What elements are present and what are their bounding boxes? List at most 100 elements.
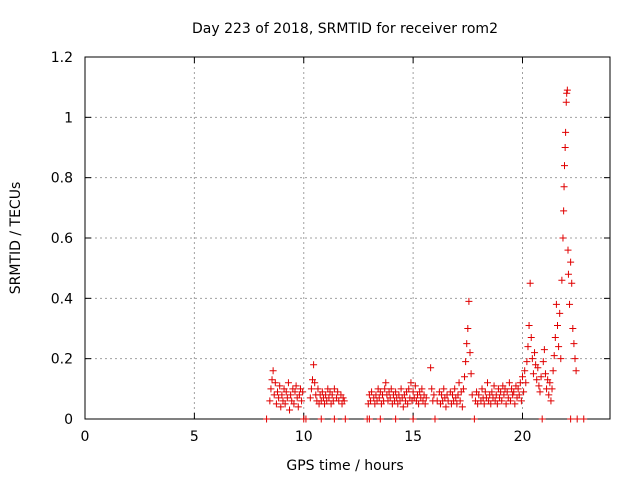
data-point bbox=[292, 382, 300, 390]
data-point bbox=[561, 144, 569, 151]
data-point bbox=[274, 388, 281, 396]
data-point bbox=[474, 400, 482, 408]
data-point bbox=[484, 379, 491, 387]
data-point bbox=[392, 388, 400, 396]
data-point bbox=[505, 379, 513, 387]
data-point bbox=[524, 343, 532, 351]
data-point bbox=[298, 397, 306, 405]
y-tick-label: 0.8 bbox=[51, 171, 73, 187]
data-point bbox=[497, 388, 505, 396]
data-point bbox=[517, 397, 525, 405]
data-point bbox=[534, 364, 542, 372]
data-point bbox=[458, 403, 466, 411]
data-point bbox=[567, 258, 575, 266]
data-point bbox=[533, 376, 541, 384]
data-point bbox=[270, 391, 278, 399]
data-point bbox=[563, 89, 571, 97]
data-point bbox=[466, 349, 474, 357]
x-axis-label: GPS time / hours bbox=[286, 458, 403, 474]
x-tick-label: 15 bbox=[404, 429, 422, 445]
data-point bbox=[415, 400, 423, 408]
data-point bbox=[271, 379, 279, 387]
data-point bbox=[561, 162, 568, 170]
data-point bbox=[568, 279, 576, 287]
data-point bbox=[526, 279, 534, 287]
data-point bbox=[451, 385, 459, 393]
data-point bbox=[541, 370, 549, 378]
data-point bbox=[428, 385, 436, 393]
data-point bbox=[409, 388, 417, 396]
data-point bbox=[500, 391, 508, 399]
data-point bbox=[567, 415, 575, 423]
data-point bbox=[463, 340, 471, 348]
data-point bbox=[442, 403, 450, 411]
data-point bbox=[411, 382, 419, 390]
data-point bbox=[302, 415, 310, 423]
data-point bbox=[427, 364, 435, 372]
data-point bbox=[382, 379, 390, 387]
data-point bbox=[554, 321, 561, 329]
y-tick-label: 0 bbox=[64, 412, 73, 428]
data-point bbox=[560, 183, 568, 191]
data-point bbox=[487, 400, 495, 408]
data-point bbox=[481, 388, 489, 396]
data-point bbox=[430, 391, 438, 399]
data-point bbox=[546, 379, 554, 387]
data-point bbox=[521, 367, 529, 375]
data-point bbox=[492, 391, 500, 399]
data-point bbox=[510, 388, 518, 396]
data-point bbox=[503, 388, 511, 396]
data-point bbox=[283, 394, 291, 402]
data-point bbox=[490, 382, 498, 390]
data-point bbox=[535, 382, 543, 390]
data-point bbox=[527, 334, 535, 342]
data-point bbox=[295, 391, 303, 399]
y-tick-label: 1.2 bbox=[51, 50, 73, 66]
data-point bbox=[340, 397, 348, 405]
data-point bbox=[475, 391, 483, 399]
data-point bbox=[286, 406, 294, 414]
data-point bbox=[454, 391, 462, 399]
data-point bbox=[552, 300, 560, 308]
data-point bbox=[339, 394, 347, 402]
data-point bbox=[566, 300, 574, 308]
data-point bbox=[405, 385, 413, 393]
data-point bbox=[525, 321, 533, 329]
data-point bbox=[431, 415, 439, 423]
data-point bbox=[461, 373, 469, 381]
data-point bbox=[529, 370, 537, 378]
data-point bbox=[399, 403, 407, 411]
data-point bbox=[284, 379, 292, 387]
x-tick-label: 20 bbox=[514, 429, 532, 445]
data-point bbox=[317, 415, 325, 423]
data-point bbox=[269, 367, 277, 375]
data-point bbox=[547, 397, 555, 405]
data-point bbox=[277, 403, 285, 411]
data-point bbox=[539, 358, 547, 366]
data-point bbox=[330, 385, 338, 393]
data-point bbox=[556, 309, 564, 317]
data-point bbox=[372, 391, 380, 399]
data-point bbox=[282, 388, 290, 396]
y-tick-label: 1 bbox=[64, 110, 73, 126]
data-point bbox=[545, 391, 553, 399]
data-point bbox=[334, 388, 342, 396]
data-point bbox=[464, 325, 472, 332]
data-point bbox=[453, 400, 461, 408]
data-point bbox=[375, 394, 383, 402]
data-point bbox=[480, 400, 488, 408]
data-point bbox=[263, 415, 271, 423]
data-point bbox=[580, 415, 588, 423]
data-point bbox=[498, 397, 506, 405]
y-axis-label: SRMTID / TECUs bbox=[8, 182, 24, 295]
data-point bbox=[562, 128, 570, 136]
data-point bbox=[281, 400, 289, 408]
grid-layer bbox=[85, 57, 610, 419]
data-point bbox=[523, 358, 531, 366]
data-point bbox=[502, 400, 510, 408]
data-point bbox=[468, 391, 476, 399]
data-point bbox=[538, 415, 546, 423]
data-point bbox=[272, 400, 280, 408]
data-point bbox=[555, 343, 563, 351]
